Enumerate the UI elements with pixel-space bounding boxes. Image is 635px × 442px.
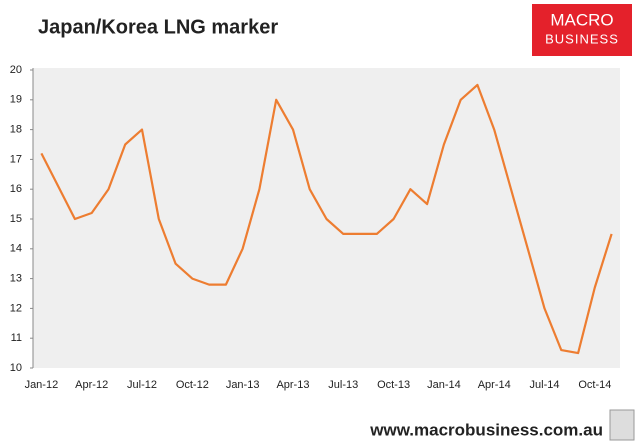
x-tick-label: Apr-13 bbox=[276, 379, 309, 391]
x-tick-label: Apr-12 bbox=[75, 379, 108, 391]
x-tick-label: Oct-12 bbox=[176, 379, 209, 391]
line-series bbox=[40, 83, 613, 355]
y-tick-label: 17 bbox=[10, 153, 22, 165]
x-tick-label: Jul-13 bbox=[328, 379, 358, 391]
chart-title: Japan/Korea LNG marker bbox=[38, 16, 278, 38]
y-tick-label: 13 bbox=[10, 273, 22, 285]
y-tick-label: 18 bbox=[10, 124, 22, 136]
y-tick-label: 11 bbox=[11, 332, 22, 344]
y-tick-label: 16 bbox=[10, 183, 22, 195]
x-tick-label: Jul-14 bbox=[530, 379, 560, 391]
logo-text: MACRO bbox=[550, 10, 613, 29]
x-tick-label: Oct-13 bbox=[377, 379, 410, 391]
wolf-icon bbox=[609, 409, 635, 441]
logo-text: BUSINESS bbox=[545, 31, 619, 46]
x-tick-label: Jul-12 bbox=[127, 379, 157, 391]
y-tick-label: 14 bbox=[10, 243, 22, 255]
x-tick-label: Jan-12 bbox=[25, 379, 59, 391]
x-tick-label: Jan-14 bbox=[427, 379, 461, 391]
y-tick-label: 12 bbox=[10, 302, 22, 314]
footer: www.macrobusiness.com.au bbox=[369, 420, 603, 439]
y-tick-label: 20 bbox=[10, 64, 22, 76]
x-tick-label: Jan-13 bbox=[226, 379, 260, 391]
y-tick-label: 19 bbox=[10, 94, 22, 106]
logo-box bbox=[532, 4, 632, 56]
y-tick-label: 10 bbox=[10, 362, 22, 374]
x-tick-label: Oct-14 bbox=[578, 379, 611, 391]
x-tick-label: Apr-14 bbox=[478, 379, 511, 391]
y-tick-label: 15 bbox=[10, 213, 22, 225]
